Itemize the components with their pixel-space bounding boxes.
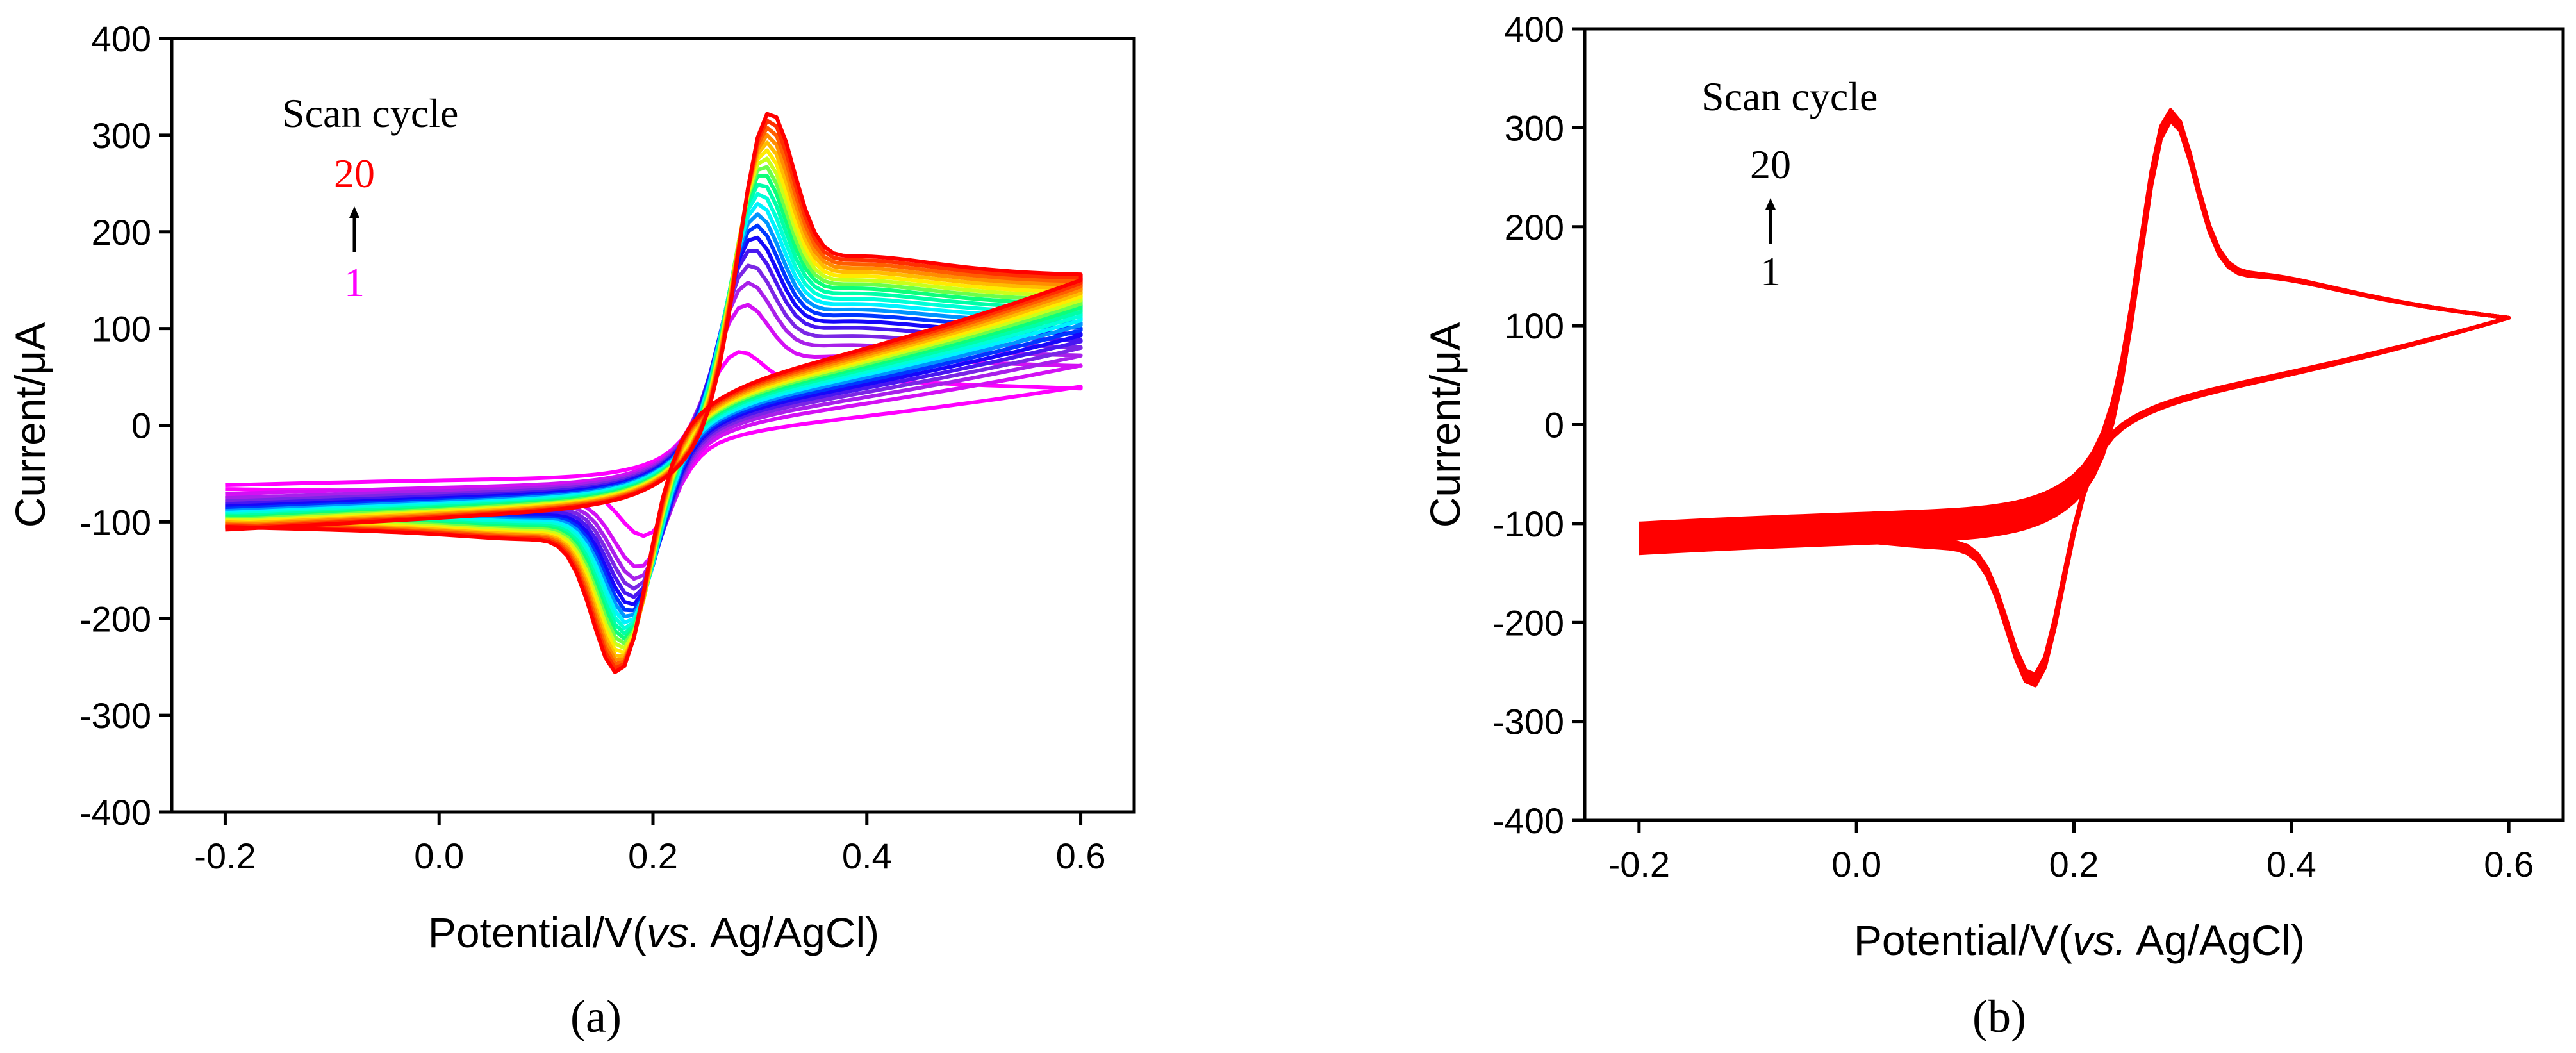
panel-a-y-tick-label: 300 (92, 115, 151, 156)
panel-b-legend-bottom: 1 (1760, 249, 1781, 294)
panel-b-y-tick-label: 400 (1505, 9, 1564, 49)
panel-a-legend-arrow (349, 206, 359, 252)
panel-b-cycle-curve (1639, 112, 2511, 684)
panel-a-y-tick-label: -400 (79, 792, 151, 833)
panel-a-cycle-curve (225, 112, 1083, 674)
panel-a-legend-bottom: 1 (344, 260, 365, 305)
panel-b-cycle-curve (1639, 108, 2511, 687)
panel-b-curves (1639, 108, 2511, 688)
panel-b-y-tick-label: -400 (1492, 800, 1564, 841)
panel-b-y-axis-title: Current/μA (1421, 322, 1469, 527)
panel-b-y-tick-label: 200 (1505, 207, 1564, 247)
panel-a-y-tick-label: 100 (92, 309, 151, 349)
panel-a-x-axis-title-italic: vs. (647, 909, 700, 956)
panel-b-x-axis-title-tail: Ag/AgCl) (2126, 916, 2305, 964)
panel-a-y-tick-label: 0 (131, 406, 151, 446)
panel-b-x-axis-title-italic: vs. (2072, 916, 2126, 964)
panel-b-legend-arrow (1765, 198, 1776, 244)
panel-b-cycle-curve (1639, 109, 2511, 686)
panel-b-y-tick-label: -200 (1492, 602, 1564, 643)
panel-a-x-axis-title-tail: Ag/AgCl) (700, 909, 879, 956)
panel-b-cycle-curve (1639, 113, 2511, 682)
panel-b-x-tick-label: 0.2 (2049, 844, 2099, 884)
panel-a-x-tick-label: 0.2 (628, 836, 678, 876)
panel-a-y-tick-label: -200 (79, 599, 151, 639)
panel-b-cycle-curve (1639, 111, 2511, 684)
panel-b-x-axis-title: Potential/V(vs. Ag/AgCl) (1854, 916, 2305, 964)
panel-b-label: (b) (1972, 991, 2026, 1042)
panel-b-y-tick-label: -300 (1492, 702, 1564, 742)
panel-b: -0.2 0.0 0.2 0.4 0.6 400 300 200 100 0 -100 -200 -30… (1421, 9, 2565, 1042)
panel-b-x-tick-label: -0.2 (1608, 844, 1671, 884)
panel-b-ticks: -0.2 0.0 0.2 0.4 0.6 400 300 200 100 0 -100 -200 -30… (1492, 9, 2534, 884)
panel-a-y-tick-label: 200 (92, 212, 151, 253)
panel-a-y-tick-label: -300 (79, 695, 151, 736)
panel-a-x-axis-title-main: Potential/V( (428, 909, 647, 956)
panel-b-x-tick-label: 0.6 (2484, 844, 2534, 884)
panel-a-x-tick-label: 0.6 (1056, 836, 1106, 876)
panel-a-legend-title: Scan cycle (282, 90, 458, 136)
panel-b-legend-title: Scan cycle (1701, 74, 1878, 119)
panel-b-legend-top: 20 (1750, 142, 1791, 187)
panel-b-cycle-curve (1639, 111, 2511, 684)
panel-a-label: (a) (570, 991, 622, 1042)
panel-a-cycle-curve (225, 119, 1083, 670)
panel-a-y-tick-label: 400 (92, 19, 151, 59)
panel-a-ticks: -0.2 0.0 0.2 0.4 0.6 400 300 200 100 0 -100 -200 -30… (79, 19, 1106, 876)
panel-b-x-tick-label: 0.0 (1831, 844, 1881, 884)
panel-b-plot-frame (1583, 27, 2565, 822)
panel-b-x-axis-title-main: Potential/V( (1854, 916, 2072, 964)
panel-a-x-axis-title: Potential/V(vs. Ag/AgCl) (428, 909, 879, 956)
panel-a-x-tick-label: -0.2 (194, 836, 256, 876)
panel-a-x-tick-label: 0.0 (414, 836, 464, 876)
panel-b-y-tick-label: 300 (1505, 108, 1564, 148)
panel-a-y-tick-label: -100 (79, 502, 151, 542)
panel-b-cycle-curve (1639, 110, 2511, 685)
panel-b-y-tick-label: 100 (1505, 306, 1564, 346)
panel-b-cycle-curve (1639, 113, 2511, 683)
panel-b-y-tick-label: -100 (1492, 504, 1564, 544)
panel-b-x-tick-label: 0.4 (2266, 844, 2316, 884)
panel-a-curves (225, 112, 1083, 674)
panel-b-y-tick-label: 0 (1544, 405, 1564, 445)
panel-a-x-tick-label: 0.4 (842, 836, 892, 876)
panel-a-legend-top: 20 (334, 151, 375, 196)
panel-a-cycle-curve (225, 126, 1083, 666)
panel-b-cycle-curve (1639, 110, 2511, 686)
panel-a-plot-frame (170, 37, 1136, 814)
panel-a: -0.2 0.0 0.2 0.4 0.6 400 300 200 100 0 -100 -200 -30… (6, 19, 1136, 1042)
panel-b-cycle-curve (1639, 108, 2511, 688)
panel-b-cycle-curve (1639, 112, 2511, 683)
panel-a-y-axis-title: Current/μA (6, 322, 54, 527)
